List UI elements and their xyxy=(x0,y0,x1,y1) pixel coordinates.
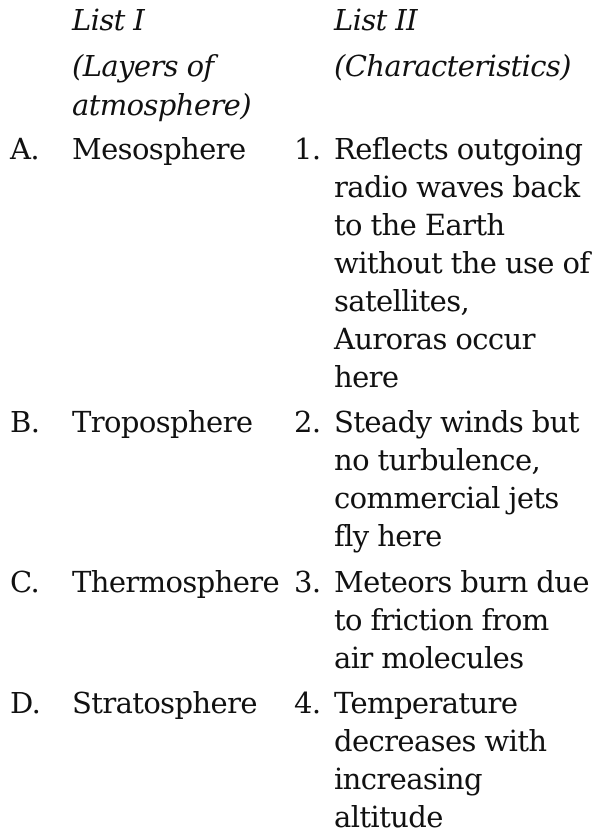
row-1-desc-line: here xyxy=(334,360,399,394)
row-2-desc-line: fly here xyxy=(334,519,442,553)
list1-title: List I xyxy=(72,3,145,37)
row-3-desc-line: to friction from xyxy=(334,603,549,637)
row-4-desc-line: Temperature xyxy=(334,686,518,720)
row-1-desc-line: Auroras occur xyxy=(334,322,535,356)
row-4-desc-line: altitude xyxy=(334,800,443,834)
row-b-layer: Troposphere xyxy=(72,405,253,439)
list1-subtitle-line1: (Layers of xyxy=(72,49,214,83)
row-1-desc-line: Reflects outgoing xyxy=(334,132,583,166)
row-1-number: 1. xyxy=(294,132,321,166)
row-b-letter: B. xyxy=(10,405,40,439)
row-1-desc-line: radio waves back xyxy=(334,170,580,204)
row-a-layer: Mesosphere xyxy=(72,132,246,166)
list1-subtitle-line2: atmosphere) xyxy=(72,88,252,122)
row-2-desc-line: Steady winds but xyxy=(334,405,579,439)
list2-subtitle: (Characteristics) xyxy=(334,49,571,83)
row-c-letter: C. xyxy=(10,565,40,599)
row-4-desc-line: decreases with xyxy=(334,724,547,758)
row-c-layer: Thermosphere xyxy=(72,565,280,599)
row-1-desc-line: to the Earth xyxy=(334,208,505,242)
row-4-number: 4. xyxy=(294,686,321,720)
row-1-desc-line: satellites, xyxy=(334,284,470,318)
row-3-number: 3. xyxy=(294,565,321,599)
list2-title: List II xyxy=(334,3,418,37)
row-d-letter: D. xyxy=(10,686,41,720)
row-d-layer: Stratosphere xyxy=(72,686,258,720)
row-2-desc-line: no turbulence, xyxy=(334,443,541,477)
row-4-desc-line: increasing xyxy=(334,762,483,796)
row-2-desc-line: commercial jets xyxy=(334,481,559,515)
row-2-number: 2. xyxy=(294,405,321,439)
row-3-desc-line: Meteors burn due xyxy=(334,565,590,599)
row-a-letter: A. xyxy=(10,132,40,166)
row-3-desc-line: air molecules xyxy=(334,641,524,675)
row-1-desc-line: without the use of xyxy=(334,246,590,280)
